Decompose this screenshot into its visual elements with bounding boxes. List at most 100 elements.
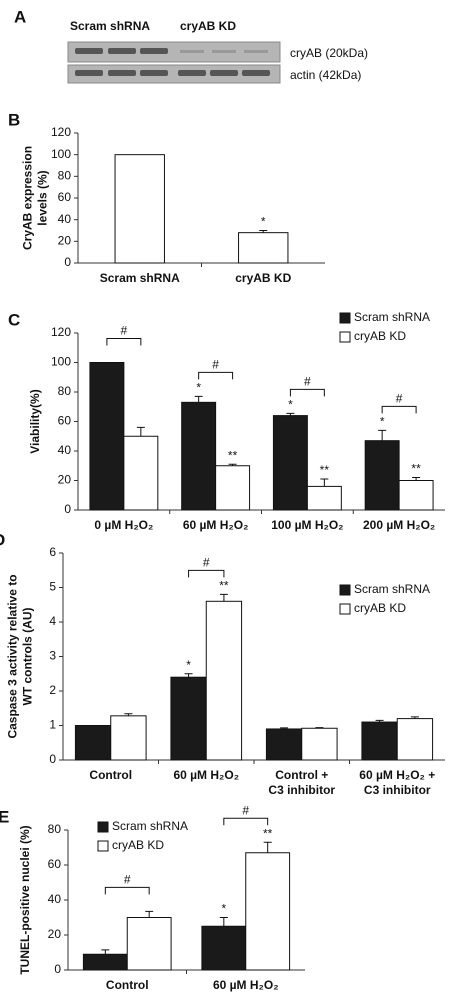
panel-label: E xyxy=(0,807,9,826)
x-tick-label: 200 µM H₂O₂ xyxy=(363,518,435,532)
y-tick-label: 20 xyxy=(58,473,72,487)
bar xyxy=(123,435,159,511)
bracket-label: # xyxy=(242,803,249,817)
y-axis-label: WT controls (AU) xyxy=(21,608,35,706)
bar xyxy=(301,727,338,761)
legend-swatch xyxy=(339,603,351,615)
error-bar xyxy=(219,593,228,602)
legend-label: Scram shRNA xyxy=(354,310,430,324)
bar xyxy=(364,440,400,511)
blot-strip xyxy=(67,64,281,84)
bracket xyxy=(289,388,325,397)
legend-label: Scram shRNA xyxy=(354,582,430,596)
y-tick-label: 40 xyxy=(58,443,72,457)
error-bar xyxy=(263,841,272,853)
bracket-label: # xyxy=(396,392,403,406)
panel-label: A xyxy=(14,7,26,26)
x-tick-label: C3 inhibitor xyxy=(268,783,335,797)
blot-strip xyxy=(67,41,281,63)
y-tick-label: 4 xyxy=(49,614,56,628)
y-axis-label: Caspase 3 activity relative to xyxy=(6,574,20,738)
x-tick-label: 0 µM H₂O₂ xyxy=(94,518,153,532)
x-tick-label: Control xyxy=(106,978,149,992)
bracket xyxy=(106,338,142,346)
y-tick-label: 0 xyxy=(54,962,61,976)
bar xyxy=(89,362,125,511)
bar xyxy=(306,485,342,511)
legend-swatch xyxy=(339,312,351,324)
y-tick-label: 100 xyxy=(51,355,71,369)
y-axis-label: CryAB expression xyxy=(21,146,35,250)
bracket xyxy=(188,569,225,578)
x-tick-label: Control + xyxy=(275,768,328,782)
bracket xyxy=(198,371,234,380)
y-tick-label: 2 xyxy=(49,683,56,697)
y-tick-label: 0 xyxy=(64,255,71,269)
error-bar xyxy=(315,727,324,729)
y-axis-label: TUNEL-positive nuclei (%) xyxy=(18,825,32,974)
y-tick-label: 120 xyxy=(51,125,71,139)
error-bar xyxy=(280,727,289,729)
y-tick-label: 60 xyxy=(58,190,72,204)
error-bar xyxy=(219,917,228,927)
error-bar xyxy=(145,910,154,918)
band-label: actin (42kDa) xyxy=(290,68,361,82)
bracket xyxy=(381,405,417,414)
y-tick-label: 6 xyxy=(49,545,56,559)
y-tick-label: 40 xyxy=(58,212,72,226)
error-bar xyxy=(228,463,237,466)
x-tick-label: Scram shRNA xyxy=(100,271,180,285)
blot-bands xyxy=(75,70,270,76)
bracket-label: # xyxy=(304,375,311,389)
x-tick-label: 60 µM H₂O₂ xyxy=(183,518,249,532)
legend-label: Scram shRNA xyxy=(112,819,188,833)
lane-label: Scram shRNA xyxy=(70,19,150,33)
legend-swatch xyxy=(97,840,109,852)
bracket-label: # xyxy=(121,324,128,338)
y-axis-label: levels (%) xyxy=(36,170,50,225)
bar xyxy=(215,465,251,511)
y-tick-label: 5 xyxy=(49,580,56,594)
y-tick-label: 60 xyxy=(48,857,62,871)
y-tick-label: 80 xyxy=(58,384,72,398)
legend-label: cryAB KD xyxy=(354,601,406,615)
error-bar xyxy=(194,395,203,403)
significance-mark: * xyxy=(186,658,191,672)
x-tick-label: cryAB KD xyxy=(235,271,291,285)
error-bar xyxy=(412,477,421,481)
error-bar xyxy=(378,429,387,441)
bar xyxy=(396,718,434,761)
y-tick-label: 1 xyxy=(49,718,56,732)
y-tick-label: 80 xyxy=(48,822,62,836)
error-bar xyxy=(184,673,193,678)
significance-mark: * xyxy=(196,381,201,395)
bracket xyxy=(223,817,269,826)
error-bar xyxy=(124,713,133,716)
x-tick-label: 60 µM H₂O₂ xyxy=(173,768,239,782)
legend-swatch xyxy=(97,821,109,833)
error-bar xyxy=(320,478,329,487)
bar xyxy=(245,852,291,971)
bar xyxy=(205,600,243,761)
significance-mark: ** xyxy=(219,579,229,593)
y-tick-label: 0 xyxy=(49,752,56,766)
lane-label: cryAB KD xyxy=(180,19,236,33)
significance-mark: ** xyxy=(320,463,330,477)
bar xyxy=(82,953,128,971)
panel-label: D xyxy=(0,530,5,549)
band-label: cryAB (20kDa) xyxy=(290,46,368,60)
bar xyxy=(110,715,147,761)
y-axis-label: Viability(%) xyxy=(28,389,42,453)
y-tick-label: 20 xyxy=(48,927,62,941)
y-tick-label: 3 xyxy=(49,649,56,663)
bar xyxy=(265,728,303,761)
bar xyxy=(126,917,172,971)
panel-label: C xyxy=(8,310,20,329)
x-tick-label: 60 µM H₂O₂ xyxy=(213,978,279,992)
bracket-label: # xyxy=(212,358,219,372)
legend-swatch xyxy=(339,331,351,343)
panel-label: B xyxy=(8,110,20,129)
significance-mark: * xyxy=(261,215,266,229)
y-tick-label: 120 xyxy=(51,325,71,339)
